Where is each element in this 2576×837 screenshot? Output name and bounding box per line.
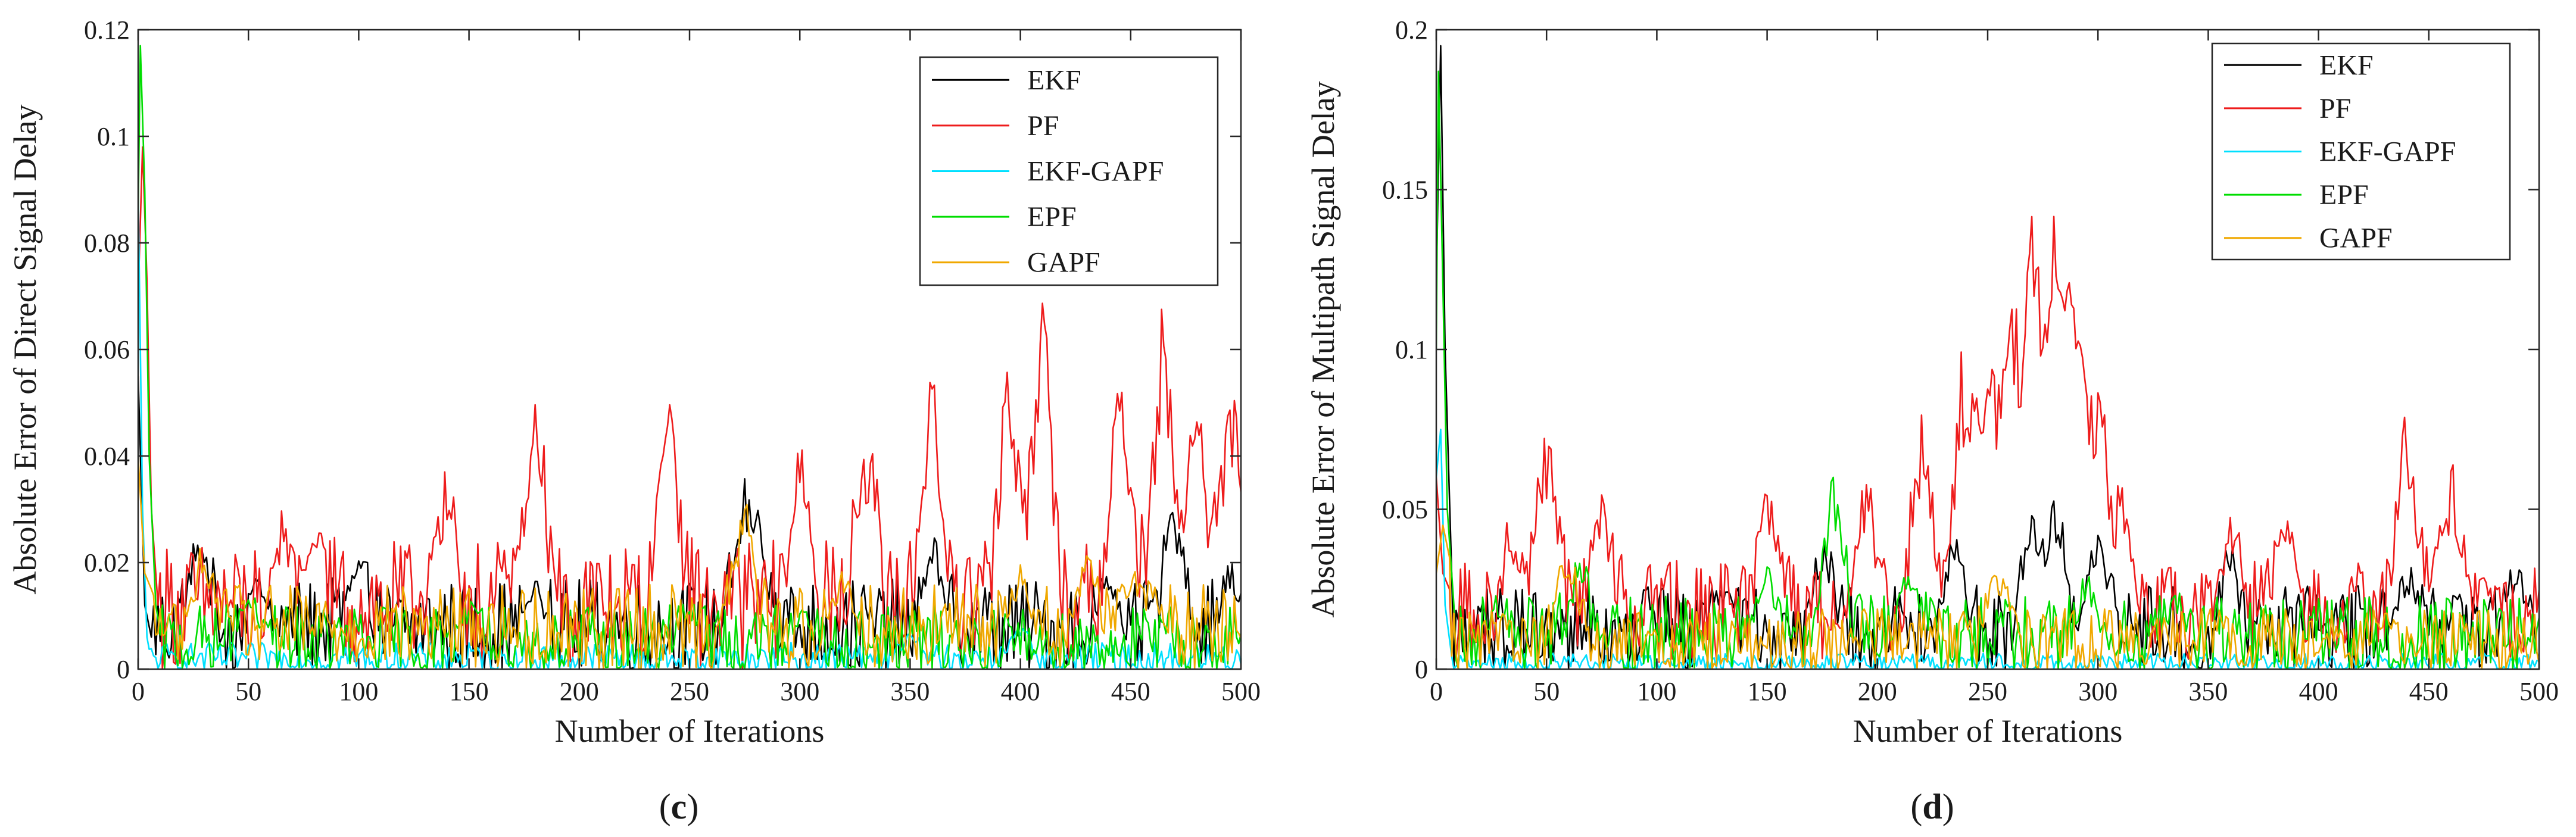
x-tick-label: 100	[1637, 677, 1676, 706]
y-tick-label: 0	[117, 655, 130, 684]
x-tick-label: 0	[1430, 677, 1443, 706]
y-tick-label: 0.2	[1395, 15, 1428, 45]
y-tick-label: 0.06	[84, 335, 130, 364]
x-tick-label: 400	[2299, 677, 2338, 706]
legend-label-ekf-gapf: EKF-GAPF	[1027, 156, 1164, 188]
panel-label-c: (c)	[659, 787, 699, 826]
legend-label-pf: PF	[1027, 110, 1059, 142]
x-tick-label: 300	[2078, 677, 2117, 706]
y-tick-label: 0.02	[84, 548, 130, 577]
y-tick-label: 0.1	[97, 122, 130, 151]
x-tick-label: 150	[1748, 677, 1787, 706]
x-axis-label: Number of Iterations	[555, 713, 825, 749]
x-tick-label: 500	[2519, 677, 2559, 706]
panel-label-d: (d)	[1910, 787, 1954, 826]
series-line-gapf	[138, 455, 1241, 669]
y-tick-label: 0.04	[84, 442, 130, 471]
legend-label-pf: PF	[2319, 93, 2351, 124]
legend-label-epf: EPF	[1027, 201, 1077, 233]
y-tick-label: 0.08	[84, 229, 130, 258]
series-line-pf	[1436, 216, 2539, 663]
x-tick-label: 250	[670, 677, 709, 706]
legend-d: EKF PF EKF-GAPF EPF GAPF	[2211, 42, 2511, 261]
x-tick-label: 50	[1533, 677, 1560, 706]
legend-label-epf: EPF	[2319, 179, 2369, 211]
panel-d-chart: 0 50 100 150 200 250 300 350 400 450 500 0 0.05 0.1 0.…	[1305, 15, 2559, 749]
y-tick-label: 0.1	[1395, 335, 1428, 364]
y-axis-label: Absolute Error of Direct Signal Delay	[7, 104, 43, 594]
y-axis-label: Absolute Error of Multipath Signal Delay	[1305, 81, 1341, 617]
legend-c: EKF PF EKF-GAPF EPF GAPF	[919, 56, 1219, 286]
series-line-pf	[138, 146, 1241, 669]
x-tick-label: 450	[2409, 677, 2449, 706]
x-tick-label: 100	[339, 677, 378, 706]
legend-label-gapf: GAPF	[2319, 223, 2393, 254]
legend-label-ekf: EKF	[2319, 49, 2374, 81]
x-tick-label: 250	[1968, 677, 2007, 706]
x-tick-label: 350	[890, 677, 930, 706]
y-tick-label: 0.15	[1382, 176, 1428, 205]
x-tick-label: 300	[780, 677, 819, 706]
x-tick-label: 200	[1858, 677, 1897, 706]
series-line-epf	[1436, 70, 2539, 669]
series-line-ekf-gapf	[1436, 429, 2539, 669]
x-tick-label: 400	[1001, 677, 1040, 706]
series-line-gapf	[1436, 524, 2539, 669]
x-tick-label: 450	[1111, 677, 1150, 706]
legend-label-ekf-gapf: EKF-GAPF	[2319, 136, 2456, 168]
y-tick-label: 0.05	[1382, 495, 1428, 524]
x-axis-label: Number of Iterations	[1853, 713, 2123, 749]
legend-label-ekf: EKF	[1027, 64, 1081, 96]
x-tick-label: 500	[1221, 677, 1261, 706]
panel-c-chart: 0 50 100 150 200 250 300 350 400 450 500 0 0.02 0.04 0…	[7, 15, 1261, 749]
y-tick-label: 0	[1415, 655, 1428, 684]
legend-label-gapf: GAPF	[1027, 247, 1100, 279]
y-tick-label: 0.12	[84, 15, 130, 45]
x-tick-label: 0	[132, 677, 145, 706]
x-tick-label: 50	[235, 677, 261, 706]
x-tick-label: 200	[560, 677, 599, 706]
series-line-epf	[138, 45, 1241, 669]
x-tick-label: 150	[450, 677, 489, 706]
x-tick-label: 350	[2188, 677, 2228, 706]
